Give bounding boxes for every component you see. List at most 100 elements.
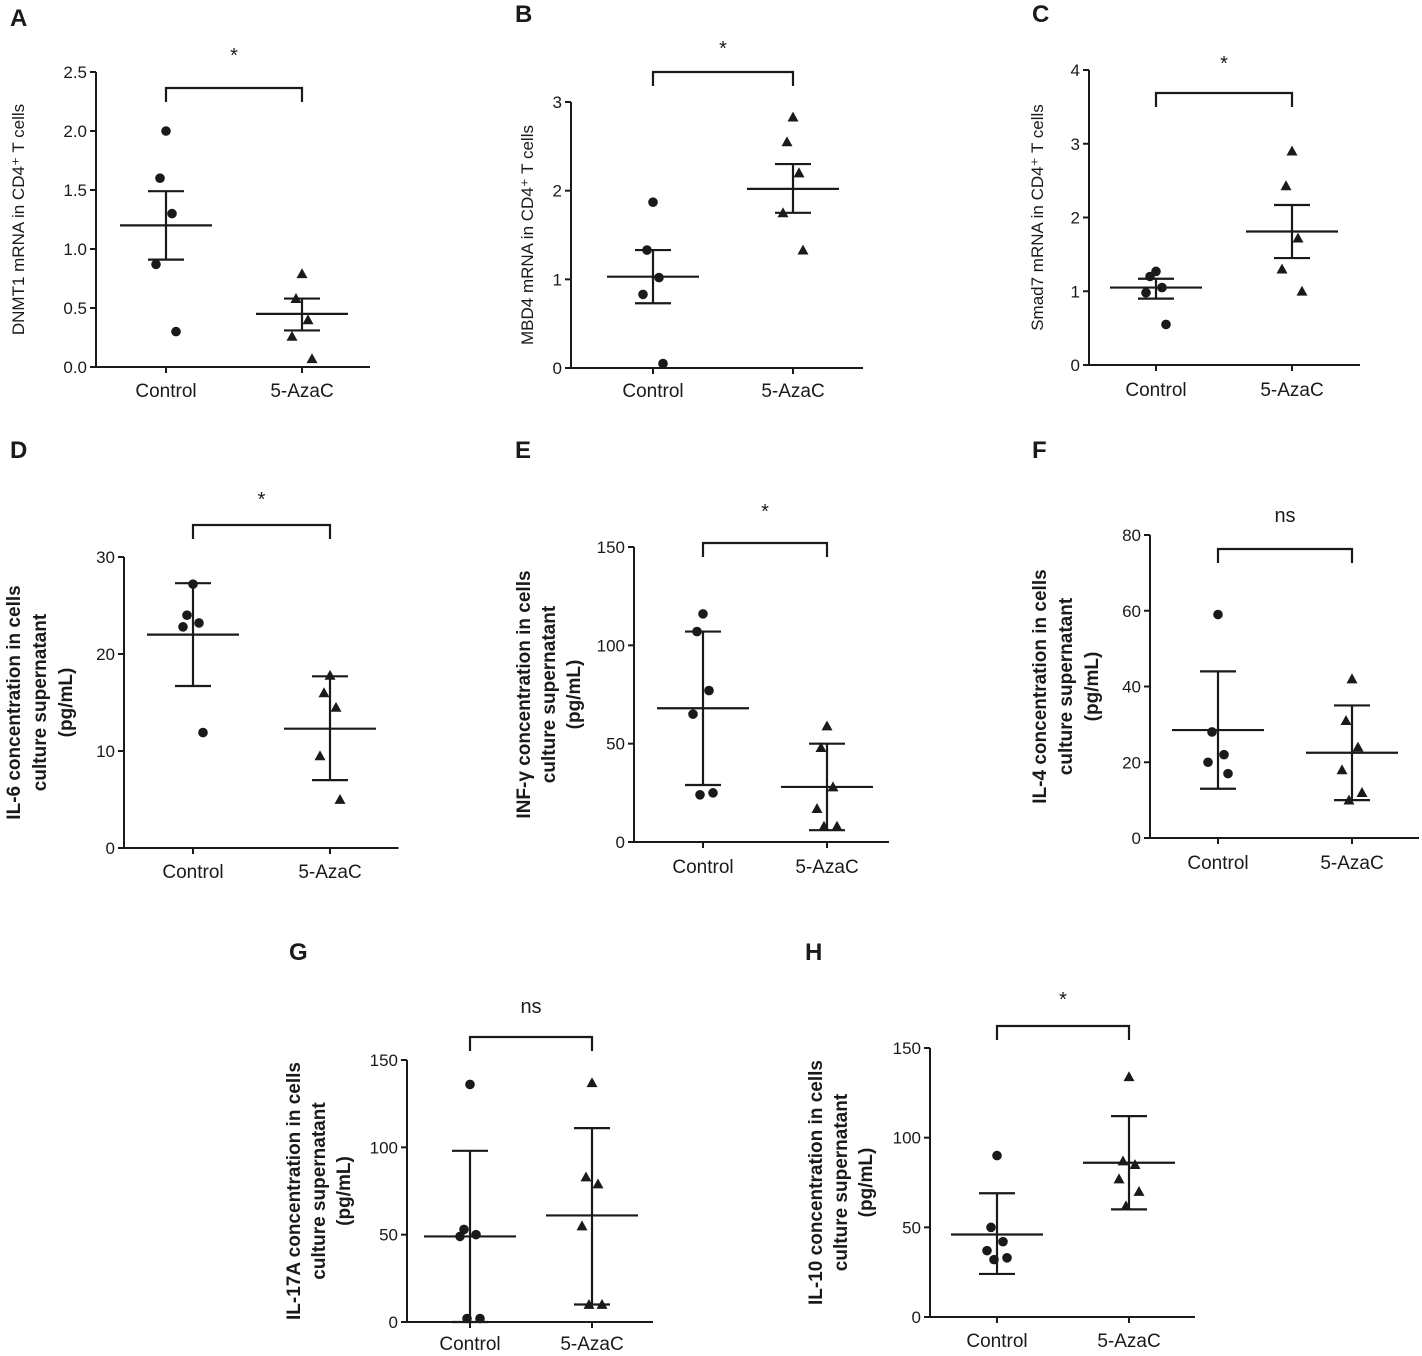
series-5-azac [1306,673,1398,805]
x-tick-label: Control [135,381,196,402]
x-tick-label: 5-AzaC [298,862,361,883]
x-tick-label: Control [622,381,683,402]
x-tick-label: 5-AzaC [560,1334,623,1355]
y-tick-label: 2 [553,182,562,201]
data-point-circle [462,1313,472,1324]
data-point-triangle [1343,794,1355,805]
panel-d: D 0 10 20 30 Control 5-AzaC IL-6 concentration … [4,437,399,883]
series-control [951,1150,1043,1276]
data-point-circle [1002,1253,1012,1263]
y-tick-label: 10 [96,742,115,761]
series-5-azac [781,720,873,832]
data-point-circle [471,1229,481,1240]
data-point-triangle [1356,787,1368,797]
data-point-circle [638,289,648,300]
series-5-azac [546,1077,638,1309]
data-point-triangle [334,794,346,804]
significance-label: * [761,501,769,523]
y-axis-label: culture supernatant [1056,597,1077,775]
panel-letter: C [1032,1,1049,28]
y-tick-label: 0.0 [63,358,87,377]
significance-bracket [701,541,829,557]
x-tick-label: Control [672,857,733,878]
y-axis-label: IL-4 concentration in cells [1030,569,1051,803]
series-control [1172,609,1264,790]
x-tick-label: 5-AzaC [761,381,824,402]
data-point-circle [989,1254,999,1265]
data-point-triangle [818,820,830,831]
y-tick-label: 20 [1122,753,1141,772]
data-point-triangle [1133,1185,1145,1196]
data-point-circle [455,1231,465,1242]
data-point-circle [692,626,702,637]
y-tick-label: 3 [553,93,562,112]
panel-g: G 0 50 100 150 Control 5-AzaC IL-17A concentrat… [284,939,653,1355]
panel-letter: E [515,437,531,464]
significance-label: * [719,38,727,60]
series-control [1110,266,1202,330]
data-point-circle [1157,282,1167,293]
data-point-triangle [306,353,318,364]
y-tick-label: 50 [606,735,625,754]
data-point-circle [1213,609,1223,620]
panel-a: A 0.0 0.5 1.0 1.5 2.0 2.5 Control 5-AzaC DNMT1 mR… [9,5,370,402]
data-point-triangle [586,1077,598,1088]
data-point-triangle [781,136,793,147]
data-point-circle [998,1236,1008,1247]
significance-label: * [258,489,266,511]
y-tick-label: 0 [616,833,625,852]
data-point-triangle [1340,715,1352,725]
y-tick-label: 0 [1071,356,1080,375]
data-point-triangle [580,1171,592,1182]
panel-h: H 0 50 100 150 Control 5-AzaC IL-10 concentrati… [805,939,1195,1352]
y-axis-label: (pg/mL) [56,668,77,738]
y-axis-label: MBD4 mRNA in CD4⁺ T cells [518,125,537,345]
y-tick-label: 100 [893,1129,921,1148]
y-tick-label: 0 [553,359,562,378]
data-point-circle [198,727,208,738]
data-point-circle [1145,271,1155,282]
y-axis-label: (pg/mL) [856,1148,877,1218]
data-point-triangle [1117,1155,1129,1166]
x-tick-label: 5-AzaC [1260,380,1323,401]
y-tick-label: 150 [370,1051,398,1070]
series-5-azac [1246,145,1338,296]
panel-letter: B [515,1,532,28]
data-point-triangle [831,820,843,831]
data-point-triangle [1120,1200,1132,1211]
data-point-triangle [576,1220,588,1231]
panel-e: E 0 50 100 150 Control 5-AzaC INF-γ concentrati… [514,437,889,878]
panel-letter: A [10,5,27,32]
y-axis-label: DNMT1 mRNA in CD4⁺ T cells [9,104,28,335]
data-point-circle [167,208,177,219]
x-tick-label: Control [1187,853,1248,874]
x-tick-label: Control [439,1334,500,1355]
data-point-triangle [1113,1173,1125,1184]
x-tick-label: 5-AzaC [1097,1331,1160,1352]
y-tick-label: 1.5 [63,181,87,200]
y-axis-label: Smad7 mRNA in CD4⁺ T cells [1028,104,1047,331]
y-axis-label: culture supernatant [30,613,51,791]
data-point-triangle [777,207,789,218]
y-tick-label: 100 [370,1138,398,1157]
data-point-triangle [1129,1159,1141,1169]
data-point-triangle [815,742,827,752]
series-5-azac [1083,1071,1175,1211]
y-tick-label: 30 [96,548,115,567]
panel-c: C 0 1 2 3 4 Control 5-AzaC Smad7 mRNA in CD4⁺ T … [1028,1,1360,401]
data-point-circle [695,790,705,800]
data-point-triangle [787,111,799,122]
data-point-circle [194,618,204,628]
x-tick-label: 5-AzaC [795,857,858,878]
data-point-circle [654,272,664,283]
significance-bracket [191,523,332,539]
data-point-triangle [827,781,839,792]
significance-label: ns [520,996,541,1018]
data-point-triangle [318,687,330,698]
y-tick-label: 1 [553,270,562,289]
x-tick-label: Control [966,1331,1027,1352]
significance-bracket [651,70,795,86]
significance-bracket [164,86,304,102]
y-axis-label: (pg/mL) [334,1156,355,1226]
